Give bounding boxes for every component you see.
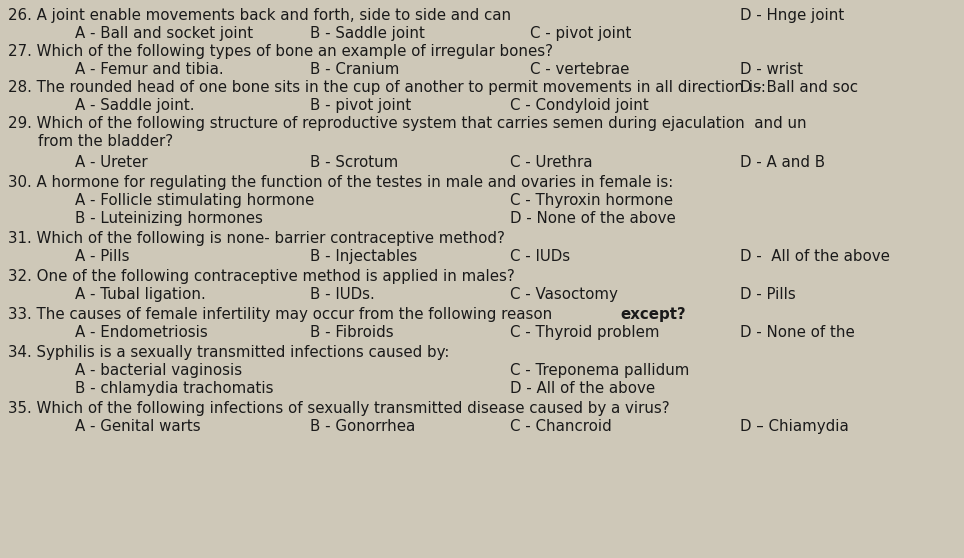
Text: A - Saddle joint.: A - Saddle joint. <box>75 98 195 113</box>
Text: C - pivot joint: C - pivot joint <box>530 26 631 41</box>
Text: 33. The causes of female infertility may occur from the following reason: 33. The causes of female infertility may… <box>8 307 557 322</box>
Text: B - pivot joint: B - pivot joint <box>310 98 412 113</box>
Text: C - Thyroid problem: C - Thyroid problem <box>510 325 659 340</box>
Text: 34. Syphilis is a sexually transmitted infections caused by:: 34. Syphilis is a sexually transmitted i… <box>8 345 449 360</box>
Text: B - Injectables: B - Injectables <box>310 249 417 264</box>
Text: B - Fibroids: B - Fibroids <box>310 325 393 340</box>
Text: C - Thyroxin hormone: C - Thyroxin hormone <box>510 193 673 208</box>
Text: D - Ball and soc: D - Ball and soc <box>740 80 858 95</box>
Text: 27. Which of the following types of bone an example of irregular bones?: 27. Which of the following types of bone… <box>8 44 553 59</box>
Text: B - Luteinizing hormones: B - Luteinizing hormones <box>75 211 263 226</box>
Text: D - All of the above: D - All of the above <box>510 381 656 396</box>
Text: except?: except? <box>620 307 685 322</box>
Text: from the bladder?: from the bladder? <box>38 134 174 149</box>
Text: 35. Which of the following infections of sexually transmitted disease caused by : 35. Which of the following infections of… <box>8 401 670 416</box>
Text: B - Scrotum: B - Scrotum <box>310 155 398 170</box>
Text: A - Follicle stimulating hormone: A - Follicle stimulating hormone <box>75 193 314 208</box>
Text: C - Vasoctomy: C - Vasoctomy <box>510 287 618 302</box>
Text: D – Chiamydia: D – Chiamydia <box>740 419 848 434</box>
Text: B - Saddle joint: B - Saddle joint <box>310 26 425 41</box>
Text: D - None of the: D - None of the <box>740 325 855 340</box>
Text: D - A and B: D - A and B <box>740 155 825 170</box>
Text: A - Genital warts: A - Genital warts <box>75 419 201 434</box>
Text: A - Ureter: A - Ureter <box>75 155 147 170</box>
Text: C - Condyloid joint: C - Condyloid joint <box>510 98 649 113</box>
Text: C - vertebrae: C - vertebrae <box>530 62 629 77</box>
Text: D - Pills: D - Pills <box>740 287 795 302</box>
Text: 29. Which of the following structure of reproductive system that carries semen d: 29. Which of the following structure of … <box>8 116 807 131</box>
Text: A - Tubal ligation.: A - Tubal ligation. <box>75 287 205 302</box>
Text: C - Chancroid: C - Chancroid <box>510 419 612 434</box>
Text: B - chlamydia trachomatis: B - chlamydia trachomatis <box>75 381 274 396</box>
Text: A - Ball and socket joint: A - Ball and socket joint <box>75 26 254 41</box>
Text: 31. Which of the following is none- barrier contraceptive method?: 31. Which of the following is none- barr… <box>8 231 505 246</box>
Text: C - Treponema pallidum: C - Treponema pallidum <box>510 363 689 378</box>
Text: A - bacterial vaginosis: A - bacterial vaginosis <box>75 363 242 378</box>
Text: D - wrist: D - wrist <box>740 62 803 77</box>
Text: 26. A joint enable movements back and forth, side to side and can: 26. A joint enable movements back and fo… <box>8 8 511 23</box>
Text: 32. One of the following contraceptive method is applied in males?: 32. One of the following contraceptive m… <box>8 269 515 284</box>
Text: D - None of the above: D - None of the above <box>510 211 676 226</box>
Text: D - Hnge joint: D - Hnge joint <box>740 8 844 23</box>
Text: C - IUDs: C - IUDs <box>510 249 570 264</box>
Text: A - Endometriosis: A - Endometriosis <box>75 325 208 340</box>
Text: B - Gonorrhea: B - Gonorrhea <box>310 419 415 434</box>
Text: A - Femur and tibia.: A - Femur and tibia. <box>75 62 224 77</box>
Text: A - Pills: A - Pills <box>75 249 129 264</box>
Text: D -  All of the above: D - All of the above <box>740 249 890 264</box>
Text: 30. A hormone for regulating the function of the testes in male and ovaries in f: 30. A hormone for regulating the functio… <box>8 175 673 190</box>
Text: B - Cranium: B - Cranium <box>310 62 399 77</box>
Text: B - IUDs.: B - IUDs. <box>310 287 375 302</box>
Text: 28. The rounded head of one bone sits in the cup of another to permit movements : 28. The rounded head of one bone sits in… <box>8 80 765 95</box>
Text: C - Urethra: C - Urethra <box>510 155 593 170</box>
